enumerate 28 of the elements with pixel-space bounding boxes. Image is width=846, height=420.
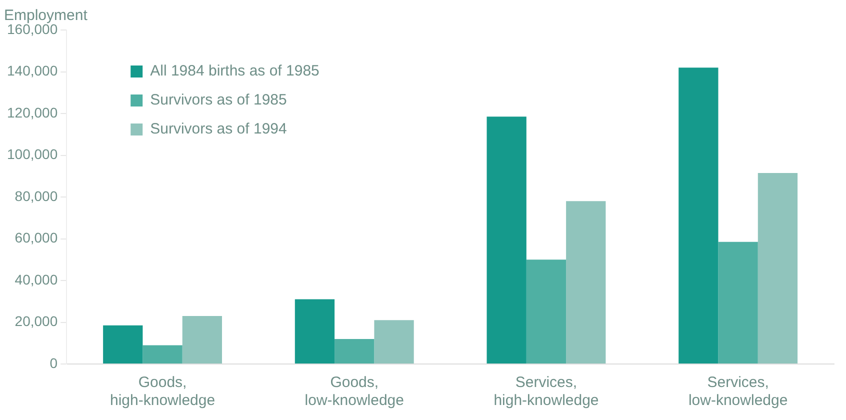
bar: [334, 338, 374, 364]
bar: [142, 345, 182, 364]
bar: [374, 320, 414, 364]
bar: [182, 316, 222, 364]
legend-label: Survivors as of 1994: [150, 120, 287, 138]
legend-label: Survivors as of 1985: [150, 92, 287, 109]
x-tick-label: Services, high-knowledge: [494, 374, 599, 410]
bar: [678, 68, 718, 364]
bar: [566, 201, 606, 364]
y-axis-title: Employment: [4, 7, 88, 24]
y-tick-label: 40,000: [14, 271, 58, 288]
bar: [758, 172, 798, 364]
y-tick-label: 140,000: [6, 62, 58, 79]
y-tick-label: 20,000: [14, 313, 58, 330]
bar: [294, 299, 335, 364]
bar: [718, 242, 758, 364]
x-tick-label: Services, low-knowledge: [688, 374, 788, 410]
y-tick-label: 100,000: [6, 146, 58, 162]
y-tick-label: 0: [50, 354, 58, 371]
bar: [526, 260, 566, 364]
y-tick-label: 60,000: [14, 230, 58, 246]
legend-label: All 1984 births as of 1985: [150, 62, 320, 80]
bar: [486, 116, 526, 364]
bar: [103, 325, 143, 364]
x-tick-label: Goods, low-knowledge: [304, 374, 404, 410]
y-tick-label: 120,000: [6, 104, 58, 120]
y-tick-label: 80,000: [14, 188, 58, 204]
x-tick-label: Goods, high-knowledge: [110, 374, 216, 410]
